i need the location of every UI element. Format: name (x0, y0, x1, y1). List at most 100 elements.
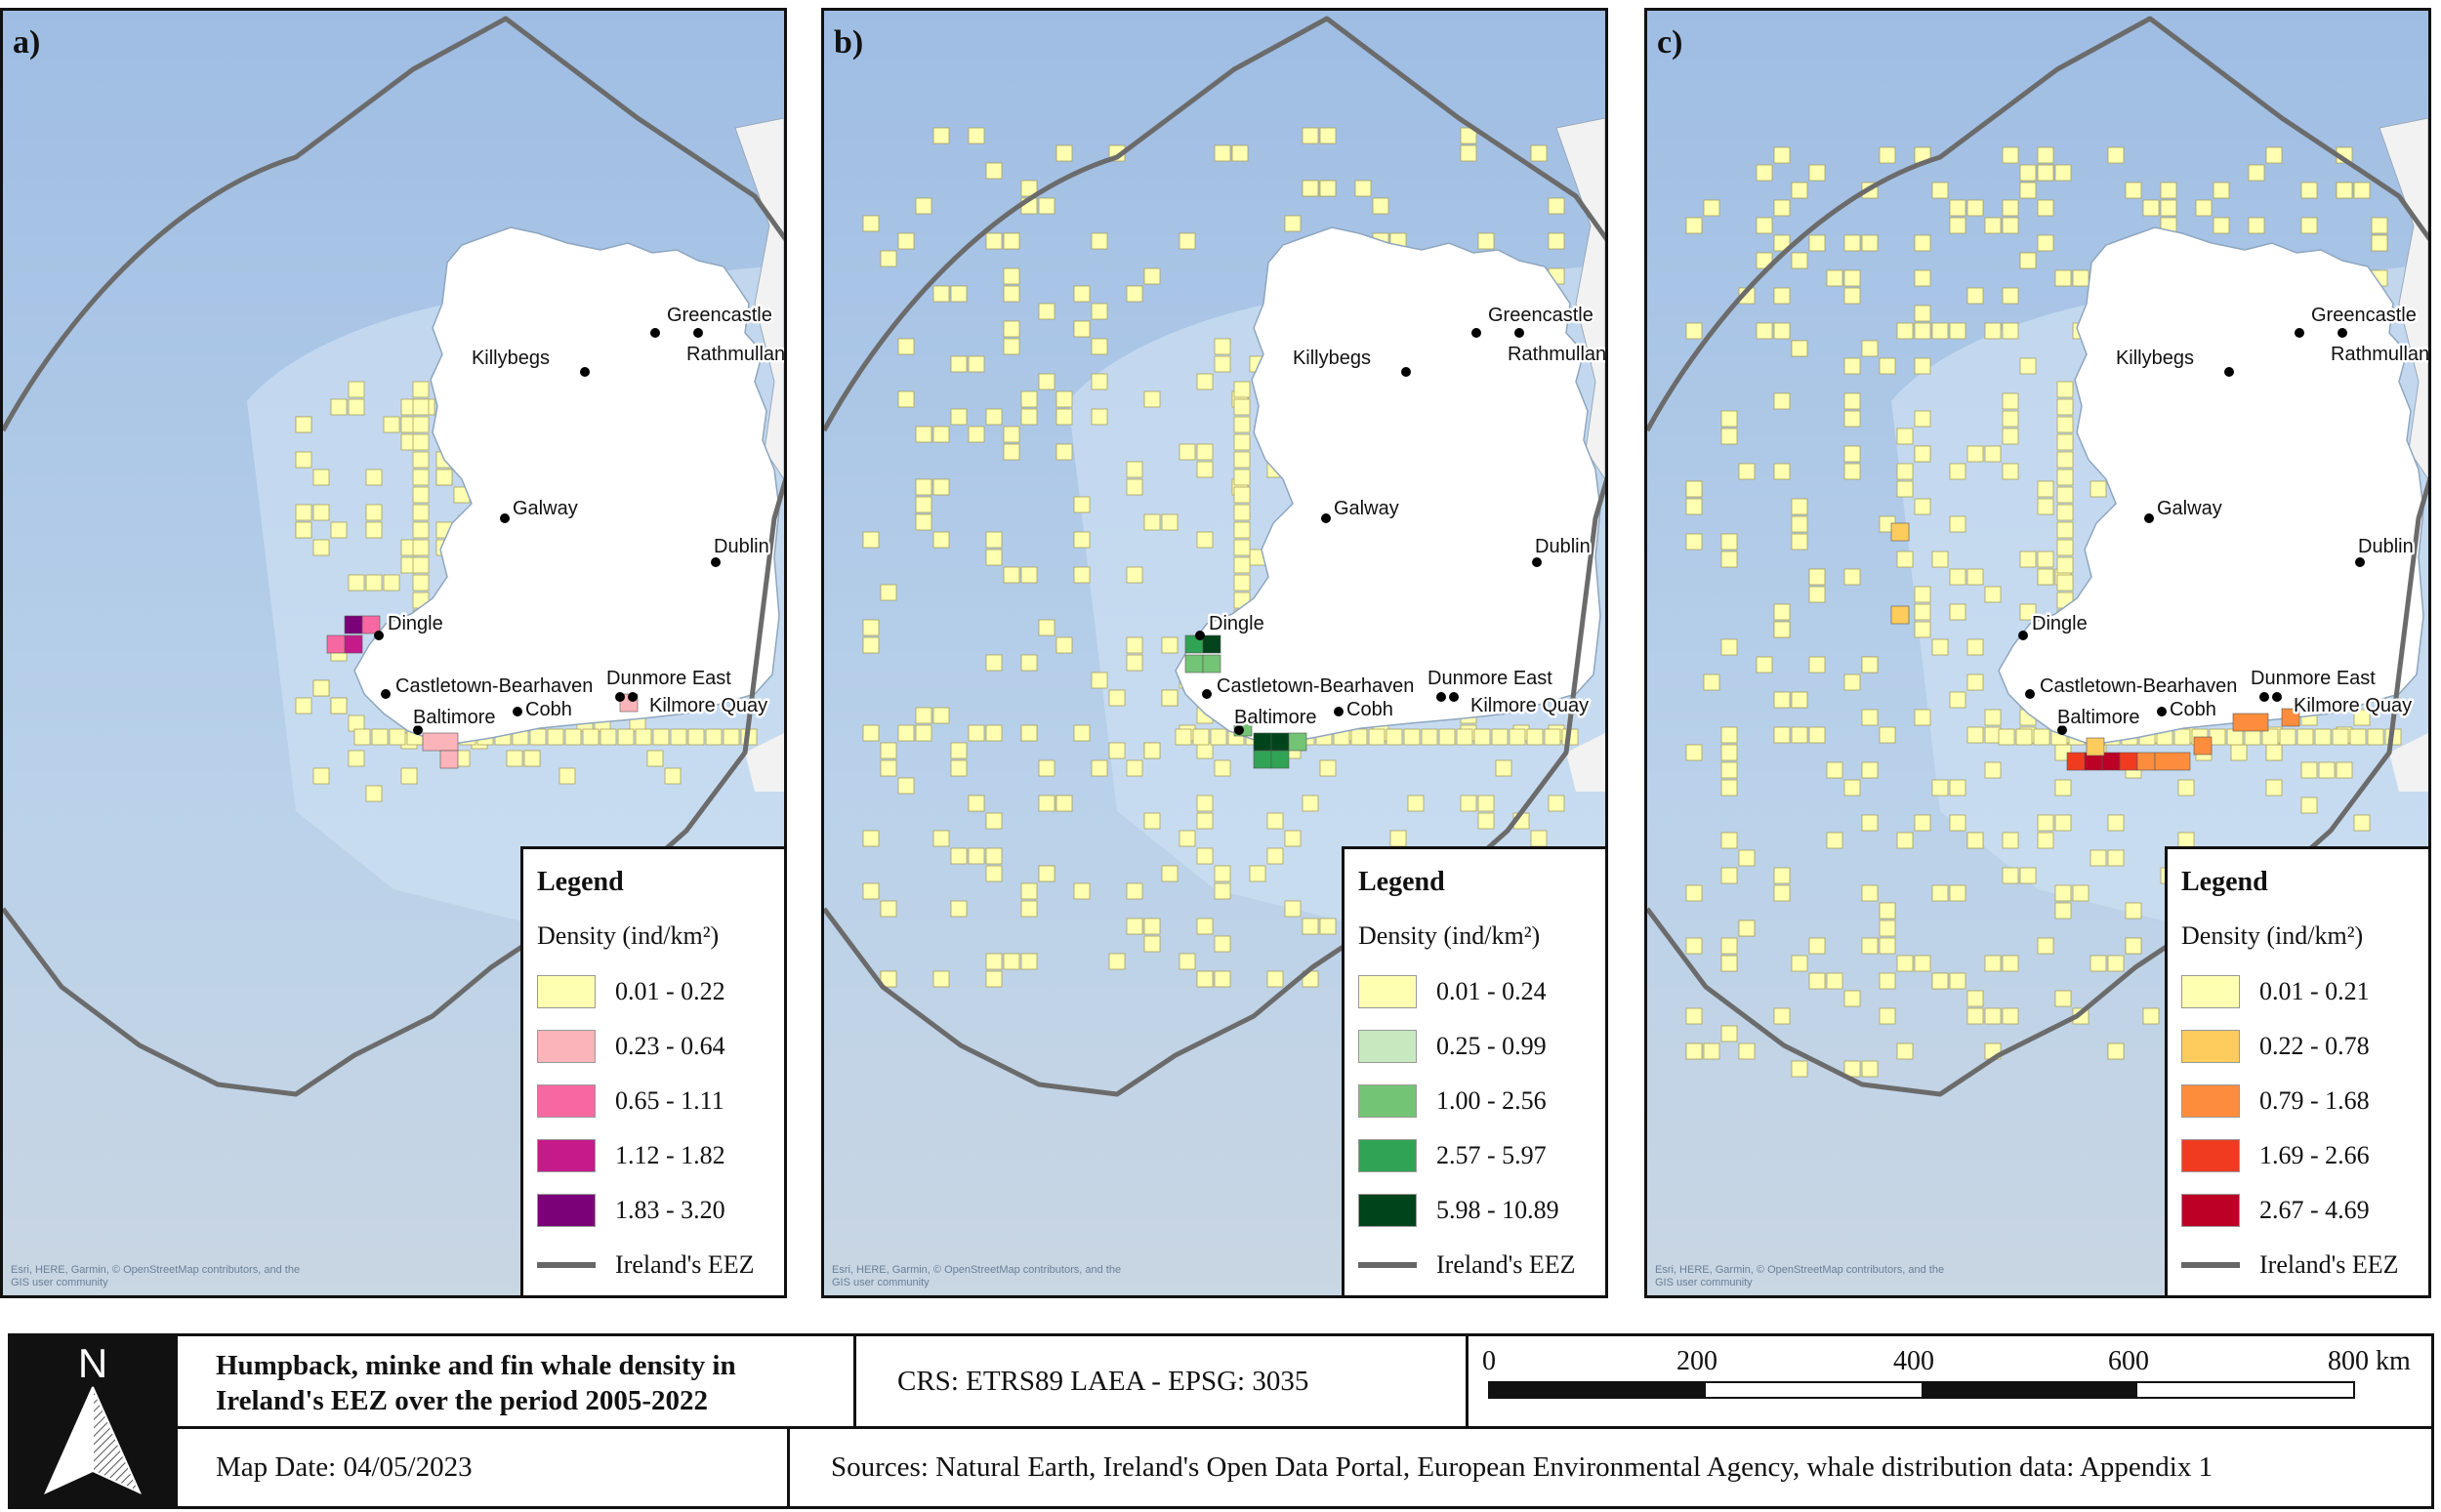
density-cell (1091, 338, 1108, 355)
density-cell (1233, 451, 1251, 469)
city-label: Dingle (2032, 613, 2088, 634)
density-hotspot-cell (2119, 752, 2138, 771)
density-cell (915, 496, 932, 513)
legend-class: 1.69 - 2.66 (2181, 1128, 2428, 1183)
density-cell (412, 504, 430, 521)
eez-boundary (824, 16, 1605, 1097)
density-cell (1233, 521, 1251, 539)
density-cell (1949, 779, 1966, 797)
legend-swatch (537, 1030, 596, 1063)
density-cell (862, 531, 880, 549)
density-cell (2002, 410, 2019, 428)
city-label: Killybegs (472, 347, 550, 369)
legend-swatch (1358, 1084, 1417, 1118)
density-cell (365, 521, 383, 539)
density-cell (2072, 269, 2089, 287)
density-cell (1914, 814, 1931, 832)
density-cell (2002, 867, 2019, 884)
density-cell (1003, 285, 1020, 303)
density-cell (1949, 884, 1966, 902)
density-cell (968, 426, 985, 443)
density-cell (312, 679, 330, 697)
density-cell (915, 724, 932, 742)
density-cell (1791, 182, 1808, 199)
density-cell (985, 953, 1003, 970)
density-cell (312, 539, 330, 556)
density-cell (1826, 972, 1843, 990)
city-label: Galway (2157, 498, 2222, 519)
density-cell (1126, 882, 1143, 900)
density-cell (330, 521, 348, 539)
map-panel-b: Greencastle Rathmullan Killybegs Galway Dubl… (821, 8, 1608, 1298)
legend-eez-label: Ireland's EEZ (615, 1250, 755, 1279)
density-cell (1720, 761, 1738, 779)
density-cell (1914, 322, 1931, 340)
density-cell (1931, 322, 1949, 340)
density-cell (1843, 287, 1861, 305)
density-hotspot-cell (361, 615, 381, 634)
legend-swatch (2181, 1194, 2240, 1227)
city-label: Cobh (1346, 699, 1393, 720)
density-cell (862, 882, 880, 900)
density-cell (1003, 443, 1020, 461)
density-cell (1773, 603, 1791, 621)
density-cell (1914, 234, 1931, 252)
legend-swatch (537, 1194, 596, 1227)
density-cell (1407, 795, 1425, 812)
density-cell (412, 416, 430, 433)
density-cell (2367, 728, 2384, 746)
density-cell (312, 469, 330, 486)
density-cell (2002, 199, 2019, 217)
density-cell (2054, 269, 2072, 287)
density-cell (1685, 322, 1703, 340)
density-cell (2265, 744, 2283, 761)
density-cell (365, 469, 383, 486)
city-marker (1471, 328, 1481, 338)
city-marker (1202, 689, 1212, 699)
legend-title: Legend (537, 867, 624, 897)
density-cell (1020, 566, 1038, 584)
density-cell (1196, 970, 1214, 988)
density-cell (1175, 728, 1192, 746)
density-cell (2002, 463, 2019, 480)
attribution: Esri, HERE, Garmin, © OpenStreetMap cont… (832, 1264, 1122, 1288)
legend-eez-label: Ireland's EEZ (1436, 1250, 1576, 1279)
density-cell (1038, 197, 1055, 215)
density-cell (968, 127, 985, 144)
density-cell (1161, 689, 1179, 707)
density-cell (2173, 728, 2191, 746)
density-cell (2056, 451, 2074, 469)
density-cell (2248, 217, 2265, 234)
density-cell (1861, 761, 1879, 779)
density-cell (1231, 144, 1249, 162)
density-cell (1233, 556, 1251, 574)
density-cell (635, 728, 652, 746)
density-cell (1302, 180, 1319, 197)
density-cell (1931, 551, 1949, 568)
density-cell (1302, 918, 1319, 935)
density-cell (523, 750, 541, 767)
north-label: N (78, 1340, 107, 1386)
density-cell (646, 750, 664, 767)
density-cell (1703, 199, 1720, 217)
density-hotspot-cell (1270, 732, 1290, 752)
density-cell (1966, 674, 1984, 691)
density-cell (412, 451, 430, 469)
density-cell (1143, 390, 1161, 408)
legend-class: 0.79 - 1.68 (2181, 1074, 2428, 1128)
density-cell (1756, 656, 1773, 674)
density-cell (1196, 918, 1214, 935)
density-hotspot-cell (1890, 605, 1910, 625)
density-cell (1196, 742, 1214, 759)
density-cell (1302, 127, 1319, 144)
density-cell (348, 381, 365, 398)
density-cell (2056, 574, 2074, 592)
density-cell (1386, 728, 1403, 746)
density-cell (2019, 182, 2037, 199)
density-cell (1896, 1042, 1914, 1060)
density-cell (2353, 182, 2371, 199)
density-cell (1914, 709, 1931, 726)
legend-class: 2.67 - 4.69 (2181, 1183, 2428, 1238)
scale-bar: 0 200 400 600 800 km (1469, 1336, 2431, 1426)
legend-class: 0.22 - 0.78 (2181, 1019, 2428, 1074)
